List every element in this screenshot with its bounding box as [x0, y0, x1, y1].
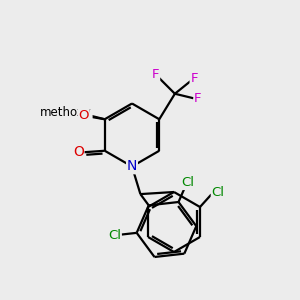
Text: O: O	[79, 109, 89, 122]
Text: Cl: Cl	[108, 229, 121, 242]
Text: N: N	[127, 160, 137, 173]
Text: Cl: Cl	[212, 185, 224, 199]
Text: O: O	[73, 145, 84, 159]
Text: F: F	[194, 92, 202, 105]
Text: O: O	[73, 107, 83, 120]
Text: F: F	[152, 68, 159, 81]
Text: methoxy: methoxy	[40, 106, 92, 118]
Text: Cl: Cl	[181, 176, 194, 189]
Text: F: F	[190, 72, 198, 85]
